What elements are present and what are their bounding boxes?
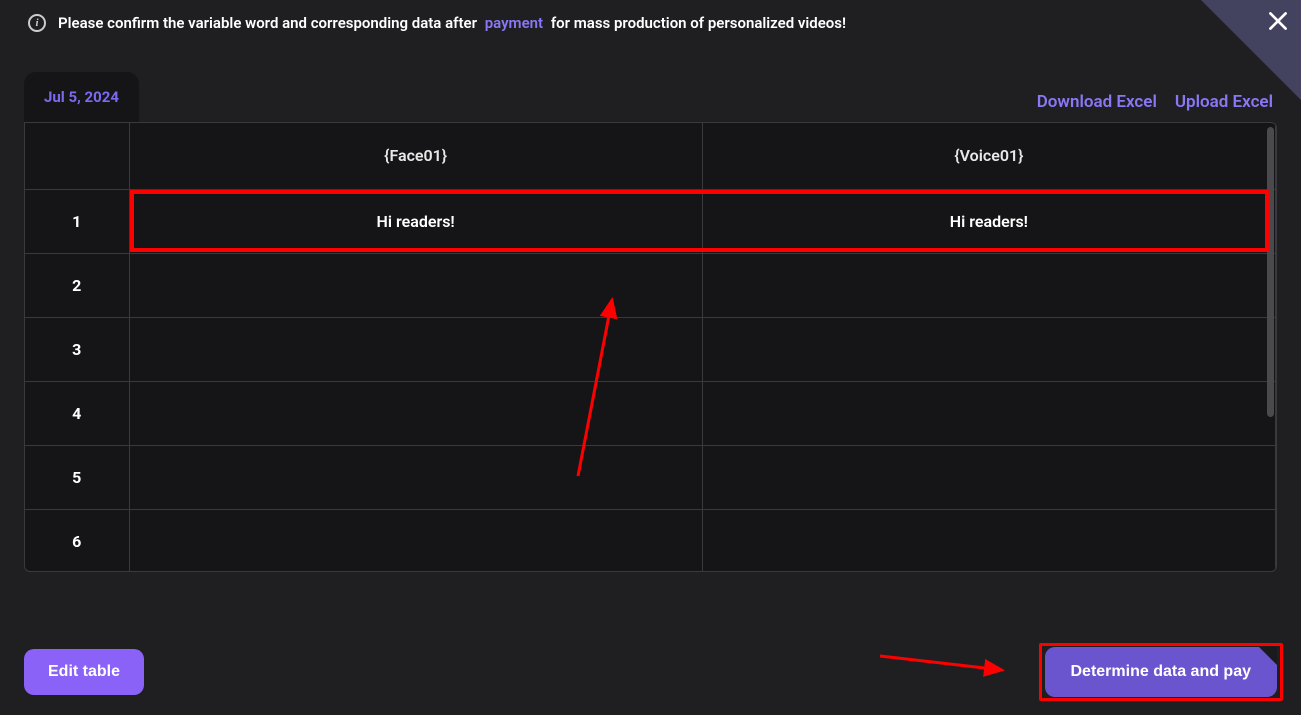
table-row: 6 <box>25 509 1276 572</box>
download-excel-link[interactable]: Download Excel <box>1037 92 1157 112</box>
row-number-cell: 4 <box>25 381 129 445</box>
table-cell[interactable] <box>702 253 1275 317</box>
table-row: 4 <box>25 381 1276 445</box>
table-cell[interactable] <box>129 253 702 317</box>
notice-pre: Please confirm the variable word and cor… <box>58 14 477 32</box>
notice-text: Please confirm the variable word and cor… <box>58 14 846 32</box>
determine-pay-button[interactable]: Determine data and pay <box>1045 647 1278 697</box>
table-cell[interactable] <box>702 509 1275 572</box>
table-header-row: {Face01} {Voice01} <box>25 123 1276 189</box>
row-number-cell: 6 <box>25 509 129 572</box>
edit-table-button[interactable]: Edit table <box>24 649 144 695</box>
table-row: 1Hi readers!Hi readers! <box>25 189 1276 253</box>
close-icon[interactable] <box>1265 8 1291 34</box>
footer: Edit table Determine data and pay <box>0 647 1301 697</box>
row-number-cell: 2 <box>25 253 129 317</box>
table-cell[interactable] <box>702 445 1275 509</box>
table-cell[interactable]: Hi readers! <box>129 189 702 253</box>
data-table-container: {Face01} {Voice01} 1Hi readers!Hi reader… <box>24 122 1277 572</box>
row-number-cell: 3 <box>25 317 129 381</box>
row-number-cell: 5 <box>25 445 129 509</box>
table-row: 2 <box>25 253 1276 317</box>
info-icon: i <box>28 14 46 32</box>
table-cell[interactable] <box>702 317 1275 381</box>
table-cell[interactable] <box>129 317 702 381</box>
data-table: {Face01} {Voice01} 1Hi readers!Hi reader… <box>25 123 1276 572</box>
notice-link[interactable]: payment <box>485 14 543 32</box>
table-cell[interactable] <box>129 381 702 445</box>
column-header: {Voice01} <box>702 123 1275 189</box>
notice-bar: i Please confirm the variable word and c… <box>0 0 1301 42</box>
dogear-icon <box>1259 647 1277 665</box>
pay-button-wrap: Determine data and pay <box>1045 647 1278 697</box>
table-cell[interactable]: Hi readers! <box>702 189 1275 253</box>
column-header: {Face01} <box>129 123 702 189</box>
scrollbar[interactable] <box>1267 127 1274 417</box>
notice-post: for mass production of personalized vide… <box>551 14 846 32</box>
table-cell[interactable] <box>129 445 702 509</box>
header-row: Jul 5, 2024 Download Excel Upload Excel <box>0 42 1301 122</box>
table-cell[interactable] <box>702 381 1275 445</box>
table-row: 3 <box>25 317 1276 381</box>
table-row: 5 <box>25 445 1276 509</box>
table-corner-cell <box>25 123 129 189</box>
date-tab[interactable]: Jul 5, 2024 <box>24 72 139 122</box>
row-number-cell: 1 <box>25 189 129 253</box>
table-cell[interactable] <box>129 509 702 572</box>
